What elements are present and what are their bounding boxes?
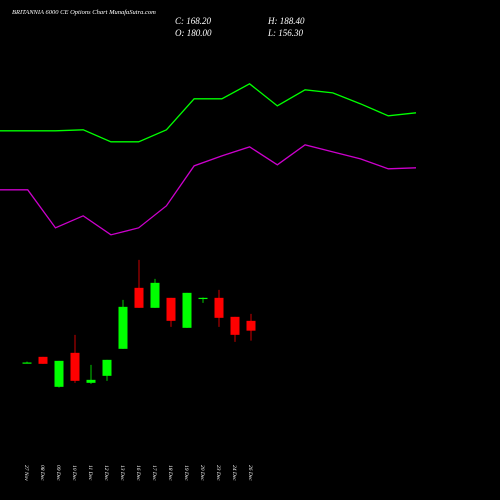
candle-body [230, 316, 240, 335]
candle-body [150, 282, 160, 308]
x-tick-label: 11 Dec [87, 465, 93, 481]
x-tick-label: 24 Dec [231, 465, 238, 481]
x-tick-label: 13 Dec [119, 465, 125, 481]
x-tick-label: 08 Dec [39, 465, 45, 481]
x-tick-label: 17 Dec [151, 465, 157, 481]
candle-body [118, 306, 128, 349]
candle-body [246, 320, 256, 331]
candle-body [86, 379, 96, 383]
x-tick-label: 18 Dec [167, 465, 173, 481]
x-tick-label: 09 Dec [55, 465, 61, 481]
candle-body [182, 292, 192, 328]
candle-body [22, 362, 32, 364]
x-tick-label: 10 Dec [71, 465, 77, 481]
high-text: H: 188.40 [267, 16, 305, 26]
close-text: C: 168.20 [175, 16, 212, 26]
x-tick-label: 19 Dec [183, 465, 189, 481]
candle-body [38, 356, 48, 364]
indicator-line [0, 83, 417, 143]
x-tick-label: 16 Dec [135, 465, 141, 481]
chart-title: BRITANNIA 6000 CE Options Chart MunafaSu… [12, 9, 156, 16]
x-tick-label: 26 Dec [247, 465, 253, 481]
x-tick-label: 12 Dec [103, 465, 109, 481]
x-tick-label: 27 Nov [23, 465, 29, 481]
candle-body [214, 297, 224, 318]
candle-body [102, 359, 112, 376]
candle-body [70, 352, 80, 381]
candle-body [54, 360, 64, 387]
x-tick-label: 23 Dec [215, 465, 221, 481]
low-text: L: 156.30 [267, 28, 304, 38]
candle-body [134, 287, 144, 308]
open-text: O: 180.00 [175, 28, 212, 38]
candle-body [198, 297, 208, 300]
candle-body [166, 297, 176, 321]
x-tick-label: 20 Dec [199, 465, 205, 481]
indicator-line [0, 144, 417, 236]
